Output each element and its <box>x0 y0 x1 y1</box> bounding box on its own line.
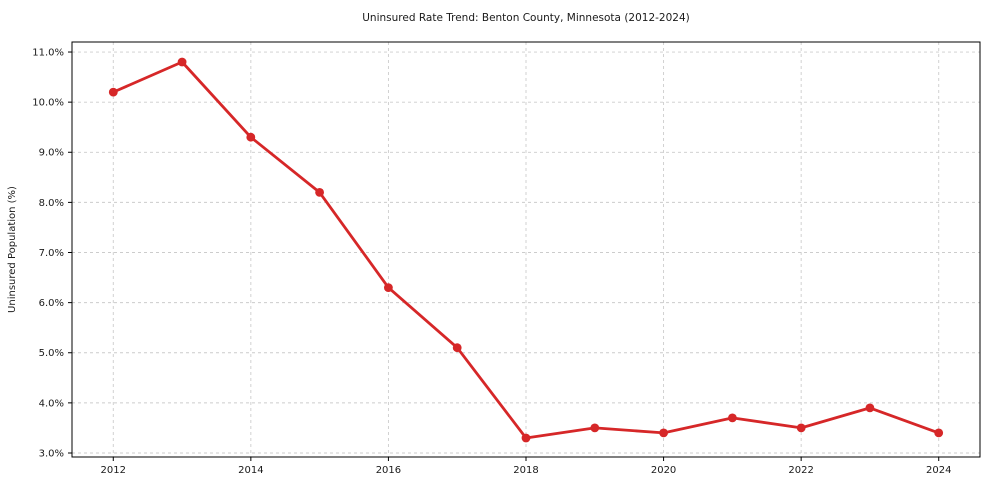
data-point-marker <box>246 132 256 142</box>
data-point-marker <box>796 423 806 433</box>
x-tick-label: 2014 <box>238 465 263 476</box>
data-series <box>108 57 944 443</box>
x-tick-label: 2020 <box>651 465 676 476</box>
x-tick-label: 2024 <box>926 465 951 476</box>
trend-line <box>111 60 941 440</box>
data-point-marker <box>384 283 393 292</box>
y-tick-label: 4.0% <box>39 398 64 409</box>
x-tick-label: 2022 <box>788 465 813 476</box>
x-tick-label: 2016 <box>376 465 401 476</box>
data-point-marker <box>659 428 668 438</box>
y-tick-label: 7.0% <box>39 248 64 259</box>
data-point-marker <box>590 423 600 433</box>
data-point-marker <box>934 428 944 438</box>
y-tick-label: 10.0% <box>32 98 64 109</box>
data-point-marker <box>108 87 118 97</box>
y-tick-label: 6.0% <box>39 298 64 309</box>
gridlines <box>72 42 980 457</box>
y-tick-label: 9.0% <box>39 148 64 159</box>
y-tick-label: 11.0% <box>32 47 64 58</box>
data-point-marker <box>177 57 187 67</box>
chart-title: Uninsured Rate Trend: Benton County, Min… <box>362 12 690 24</box>
y-tick-label: 3.0% <box>39 448 64 459</box>
x-tick-label: 2018 <box>513 465 538 476</box>
x-tick-label: 2012 <box>101 465 126 476</box>
y-tick-label: 5.0% <box>39 348 64 359</box>
axis-ticks: 3.0% 4.0% 5.0% 6.0% 7.0% 8.0% 9.0% 10.0% 11.0% 20… <box>32 47 951 476</box>
y-axis-label: Uninsured Population (%) <box>7 186 18 313</box>
data-point-marker <box>521 433 531 443</box>
data-point-marker <box>452 343 462 353</box>
y-tick-label: 8.0% <box>39 198 64 209</box>
data-point-marker <box>865 403 875 413</box>
data-point-marker <box>728 413 737 423</box>
data-point-marker <box>315 188 324 197</box>
